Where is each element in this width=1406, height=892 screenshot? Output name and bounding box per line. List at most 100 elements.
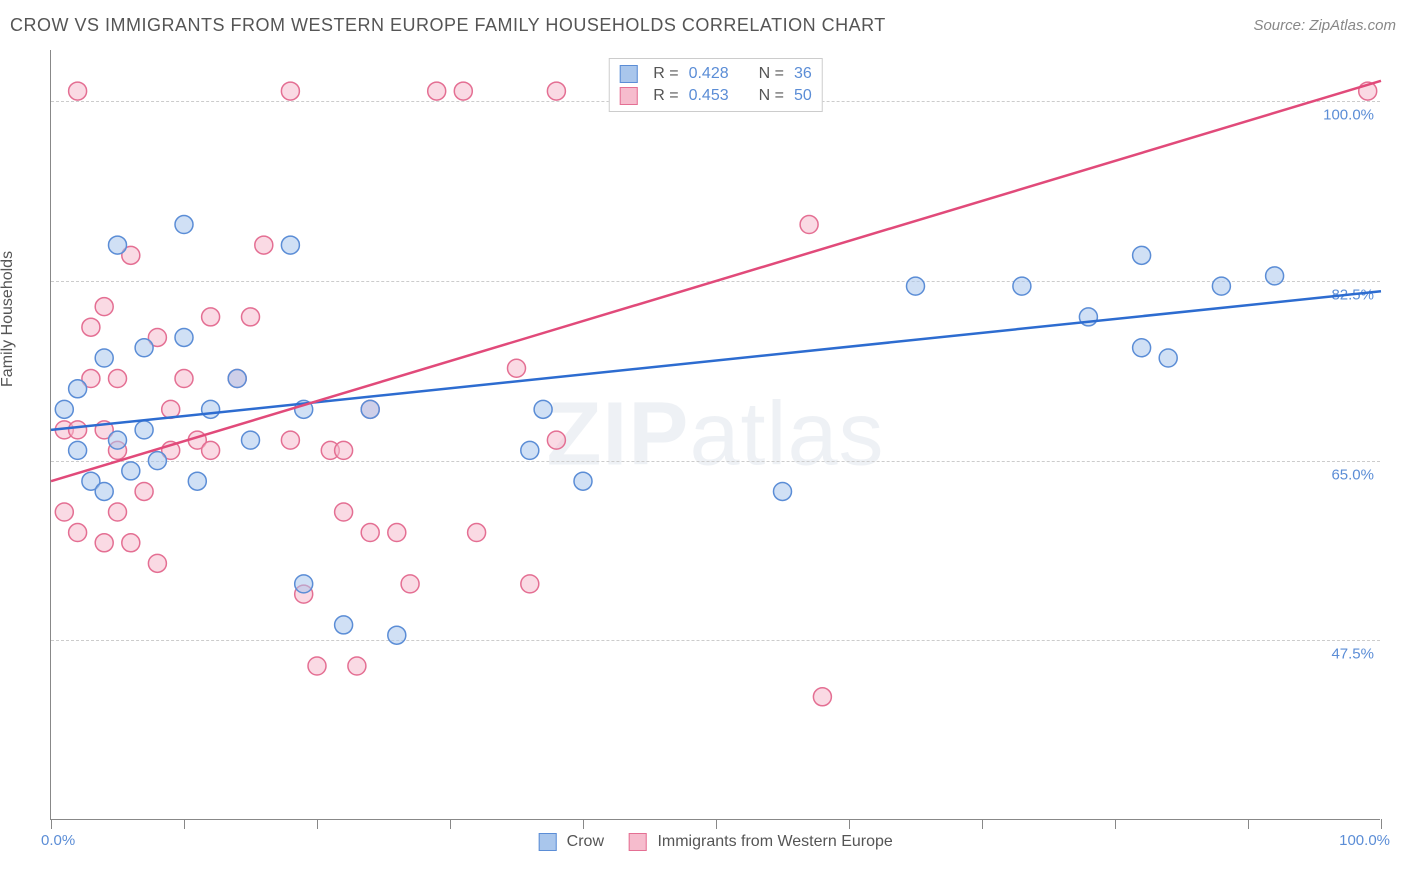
stats-legend: R = 0.428 N = 36 R = 0.453 N = 50 <box>608 58 823 112</box>
data-point <box>109 431 127 449</box>
data-point <box>95 349 113 367</box>
data-point <box>547 431 565 449</box>
data-point <box>295 575 313 593</box>
x-tick-label-0: 0.0% <box>41 832 75 849</box>
data-point <box>95 482 113 500</box>
swatch-immigrants <box>629 833 647 851</box>
x-tick <box>583 819 584 829</box>
r-value-0: 0.428 <box>689 65 729 83</box>
stats-row: R = 0.453 N = 50 <box>619 85 812 107</box>
chart-title: CROW VS IMMIGRANTS FROM WESTERN EUROPE F… <box>10 15 886 36</box>
n-label: N = <box>759 65 784 83</box>
x-tick <box>716 819 717 829</box>
r-label: R = <box>653 87 678 105</box>
data-point <box>175 328 193 346</box>
data-point <box>109 370 127 388</box>
data-point <box>69 421 87 439</box>
data-point <box>69 380 87 398</box>
data-point <box>69 524 87 542</box>
data-point <box>228 370 246 388</box>
legend-label-0: Crow <box>567 833 604 850</box>
data-point <box>135 421 153 439</box>
data-point <box>1133 246 1151 264</box>
data-point <box>308 657 326 675</box>
swatch-series-1 <box>619 87 637 105</box>
data-point <box>388 626 406 644</box>
x-tick <box>51 819 52 829</box>
x-tick-label-100: 100.0% <box>1339 832 1390 849</box>
chart-area: ZIPatlas 47.5%65.0%82.5%100.0% R = 0.428… <box>50 50 1380 820</box>
x-tick <box>982 819 983 829</box>
r-label: R = <box>653 65 678 83</box>
data-point <box>255 236 273 254</box>
data-point <box>135 482 153 500</box>
data-point <box>122 462 140 480</box>
x-tick <box>317 819 318 829</box>
data-point <box>242 308 260 326</box>
x-tick <box>184 819 185 829</box>
data-point <box>335 441 353 459</box>
swatch-crow <box>538 833 556 851</box>
data-point <box>508 359 526 377</box>
data-point <box>521 441 539 459</box>
data-point <box>1212 277 1230 295</box>
data-point <box>800 216 818 234</box>
data-point <box>774 482 792 500</box>
data-point <box>281 431 299 449</box>
n-value-0: 36 <box>794 65 812 83</box>
x-tick <box>450 819 451 829</box>
data-point <box>95 298 113 316</box>
source-label: Source: ZipAtlas.com <box>1253 17 1396 34</box>
data-point <box>361 524 379 542</box>
data-point <box>521 575 539 593</box>
data-point <box>813 688 831 706</box>
regression-line <box>51 81 1381 481</box>
n-value-1: 50 <box>794 87 812 105</box>
data-point <box>454 82 472 100</box>
data-point <box>242 431 260 449</box>
plot-svg <box>51 50 1380 819</box>
r-value-1: 0.453 <box>689 87 729 105</box>
data-point <box>534 400 552 418</box>
data-point <box>281 236 299 254</box>
data-point <box>109 503 127 521</box>
data-point <box>109 236 127 254</box>
data-point <box>547 82 565 100</box>
data-point <box>401 575 419 593</box>
data-point <box>202 441 220 459</box>
data-point <box>281 82 299 100</box>
x-tick <box>1115 819 1116 829</box>
n-label: N = <box>759 87 784 105</box>
data-point <box>1133 339 1151 357</box>
data-point <box>574 472 592 490</box>
data-point <box>388 524 406 542</box>
data-point <box>55 503 73 521</box>
data-point <box>202 308 220 326</box>
data-point <box>468 524 486 542</box>
data-point <box>1013 277 1031 295</box>
x-tick <box>1381 819 1382 829</box>
swatch-series-0 <box>619 65 637 83</box>
data-point <box>148 554 166 572</box>
legend-label-1: Immigrants from Western Europe <box>657 833 892 850</box>
data-point <box>69 82 87 100</box>
data-point <box>175 370 193 388</box>
data-point <box>55 400 73 418</box>
data-point <box>335 616 353 634</box>
data-point <box>1159 349 1177 367</box>
data-point <box>95 534 113 552</box>
data-point <box>1266 267 1284 285</box>
x-tick <box>1248 819 1249 829</box>
y-axis-label: Family Households <box>0 251 17 387</box>
data-point <box>69 441 87 459</box>
x-tick <box>849 819 850 829</box>
series-legend: Crow Immigrants from Western Europe <box>538 833 893 851</box>
data-point <box>907 277 925 295</box>
data-point <box>148 452 166 470</box>
data-point <box>175 216 193 234</box>
data-point <box>82 318 100 336</box>
data-point <box>361 400 379 418</box>
legend-item: Immigrants from Western Europe <box>629 833 893 851</box>
data-point <box>428 82 446 100</box>
data-point <box>135 339 153 357</box>
